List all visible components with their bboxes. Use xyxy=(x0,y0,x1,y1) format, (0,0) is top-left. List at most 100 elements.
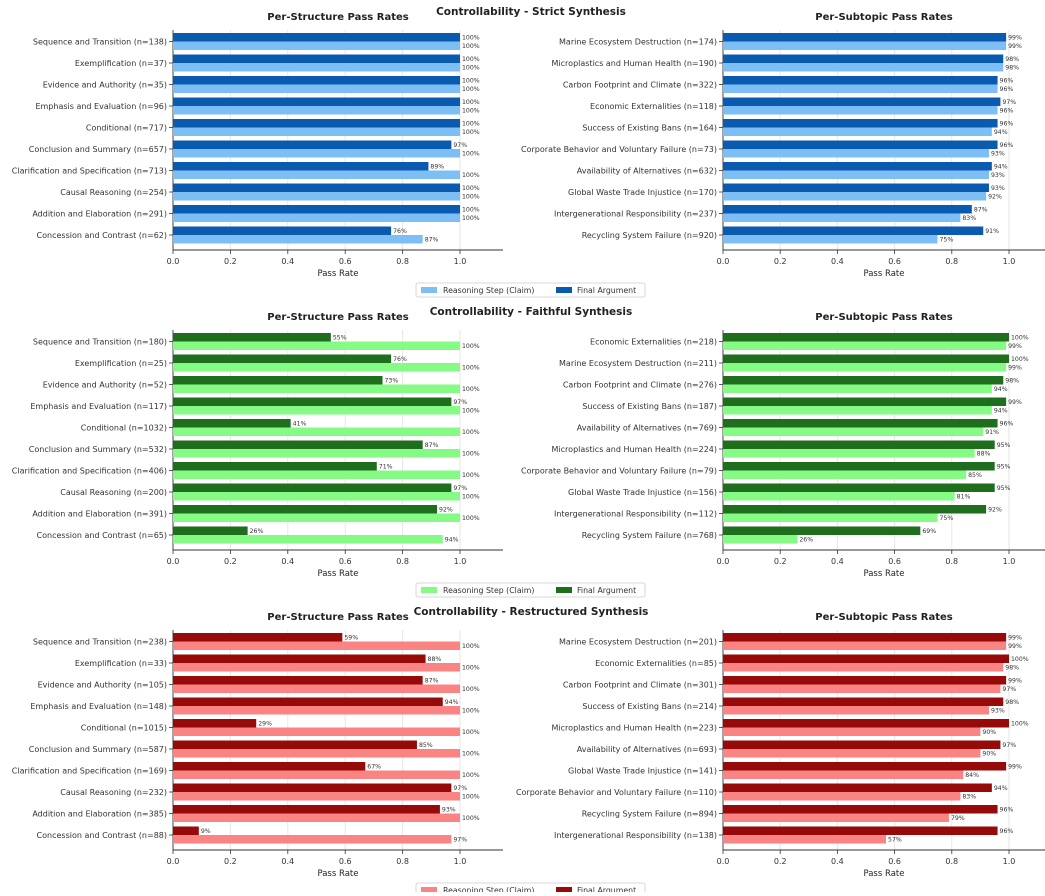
data-label-final: 95% xyxy=(997,485,1011,492)
data-label-claim: 93% xyxy=(991,151,1005,158)
data-label-final: 99% xyxy=(1008,399,1022,406)
bar-reasoning-step xyxy=(173,41,460,50)
bar-reasoning-step xyxy=(173,684,460,693)
bar-final-argument xyxy=(173,676,423,685)
data-label-claim: 100% xyxy=(462,494,480,501)
data-label-claim: 94% xyxy=(994,129,1008,136)
category-label: Economic Externalities (n=85) xyxy=(595,659,717,668)
data-label-claim: 100% xyxy=(462,665,480,672)
category-label: Sequence and Transition (n=180) xyxy=(33,338,167,347)
data-label-final: 98% xyxy=(1005,378,1019,385)
data-label-final: 73% xyxy=(385,378,399,385)
data-label-final: 9% xyxy=(201,828,211,835)
legend-label-claim: Reasoning Step (Claim) xyxy=(443,286,534,295)
bar-reasoning-step xyxy=(173,127,460,136)
bar-final-argument xyxy=(173,697,443,706)
x-tick-label: 1.0 xyxy=(1003,857,1016,866)
bar-reasoning-step xyxy=(173,663,460,672)
bar-reasoning-step xyxy=(173,835,452,844)
data-label-final: 100% xyxy=(462,78,480,85)
data-label-claim: 87% xyxy=(425,237,439,244)
bar-reasoning-step xyxy=(173,813,460,822)
data-label-final: 91% xyxy=(985,228,999,235)
category-label: Economic Externalities (n=218) xyxy=(590,338,717,347)
bar-final-argument xyxy=(173,419,291,428)
data-label-final: 99% xyxy=(1008,678,1022,685)
bar-final-argument xyxy=(723,440,995,449)
category-label: Exemplification (n=33) xyxy=(75,659,167,668)
bar-final-argument xyxy=(173,226,392,235)
data-label-final: 93% xyxy=(991,185,1005,192)
category-label: Carbon Footprint and Climate (n=276) xyxy=(563,381,717,390)
x-tick-label: 0.2 xyxy=(224,557,237,566)
bar-reasoning-step xyxy=(723,192,987,201)
bar-final-argument xyxy=(173,376,383,385)
bar-reasoning-step xyxy=(723,749,981,758)
bar-reasoning-step xyxy=(723,363,1007,372)
category-label: Clarification and Specification (n=169) xyxy=(12,767,167,776)
bar-reasoning-step xyxy=(723,706,989,715)
bar-final-argument xyxy=(173,633,343,642)
category-label: Conditional (n=717) xyxy=(86,124,167,133)
bar-final-argument xyxy=(723,697,1004,706)
data-label-claim: 99% xyxy=(1008,43,1022,50)
bar-final-argument xyxy=(723,205,972,214)
bar-reasoning-step xyxy=(173,792,460,801)
data-label-final: 99% xyxy=(1008,35,1022,42)
bar-final-argument xyxy=(723,97,1001,106)
data-label-final: 98% xyxy=(1005,56,1019,63)
data-label-final: 100% xyxy=(462,185,480,192)
data-label-claim: 100% xyxy=(462,129,480,136)
category-label: Conclusion and Summary (n=532) xyxy=(29,445,167,454)
bar-reasoning-step xyxy=(723,127,992,136)
bar-final-argument xyxy=(723,633,1007,642)
bar-final-argument xyxy=(173,440,423,449)
bar-reasoning-step xyxy=(173,727,460,736)
data-label-claim: 100% xyxy=(462,194,480,201)
category-label: Concession and Contrast (n=65) xyxy=(37,531,167,540)
bar-final-argument xyxy=(173,783,452,792)
category-label: Emphasis and Evaluation (n=148) xyxy=(30,702,167,711)
legend-box xyxy=(415,582,646,598)
legend: Reasoning Step (Claim) Final Argument xyxy=(415,882,646,896)
bar-reasoning-step xyxy=(173,535,443,544)
data-label-claim: 83% xyxy=(962,794,976,801)
x-tick-label: 0.8 xyxy=(396,857,409,866)
data-label-final: 89% xyxy=(430,164,444,171)
bar-final-argument xyxy=(173,97,460,106)
x-tick-label: 0.4 xyxy=(281,857,294,866)
category-label: Success of Existing Bans (n=187) xyxy=(582,402,717,411)
data-label-claim: 100% xyxy=(462,472,480,479)
legend: Reasoning Step (Claim) Final Argument xyxy=(415,582,646,598)
x-tick-label: 0.0 xyxy=(167,557,180,566)
bar-reasoning-step xyxy=(173,384,460,393)
data-label-claim: 100% xyxy=(462,429,480,436)
category-label: Clarification and Specification (n=406) xyxy=(12,467,167,476)
bar-final-argument xyxy=(723,183,989,192)
bar-final-argument xyxy=(723,419,998,428)
data-label-final: 71% xyxy=(379,464,393,471)
data-label-final: 100% xyxy=(1011,335,1029,342)
legend: Reasoning Step (Claim) Final Argument xyxy=(415,282,646,298)
bar-reasoning-step xyxy=(173,84,460,93)
bar-reasoning-step xyxy=(173,406,460,415)
bar-final-argument xyxy=(723,397,1007,406)
data-label-final: 100% xyxy=(1011,656,1029,663)
x-tick-label: 0.6 xyxy=(888,257,901,266)
category-label: Addition and Elaboration (n=385) xyxy=(32,810,167,819)
bar-reasoning-step xyxy=(723,663,1004,672)
panel-title: Per-Structure Pass Rates xyxy=(267,312,408,323)
bar-final-argument xyxy=(723,376,1004,385)
bar-reasoning-step xyxy=(723,492,955,501)
data-label-claim: 90% xyxy=(982,729,996,736)
data-label-claim: 94% xyxy=(445,537,459,544)
data-label-claim: 84% xyxy=(965,772,979,779)
bar-final-argument xyxy=(723,526,921,535)
bar-reasoning-step xyxy=(723,770,964,779)
figure-suptitle: Controllability - Strict Synthesis xyxy=(436,6,626,18)
category-label: Success of Existing Bans (n=164) xyxy=(582,124,717,133)
data-label-claim: 99% xyxy=(1008,365,1022,372)
category-label: Microplastics and Human Health (n=223) xyxy=(552,724,717,733)
category-label: Carbon Footprint and Climate (n=322) xyxy=(563,81,717,90)
category-label: Conditional (n=1032) xyxy=(81,424,167,433)
